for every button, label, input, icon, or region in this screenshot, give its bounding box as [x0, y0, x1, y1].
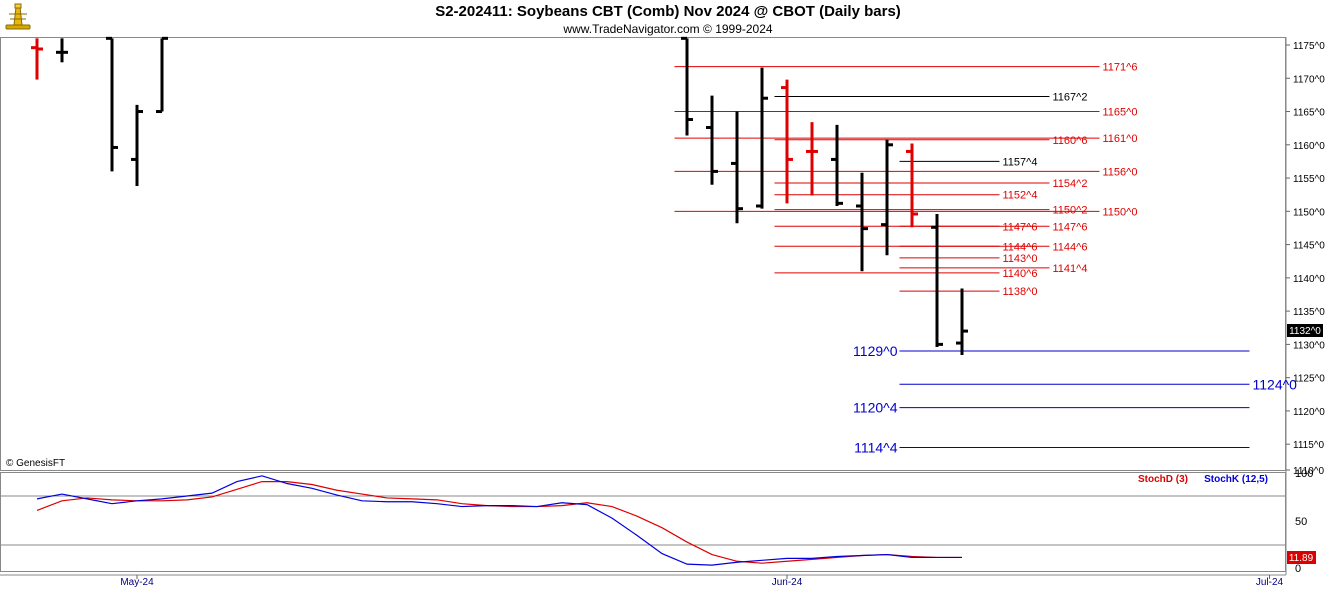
level-label: 1147^6 — [1053, 221, 1088, 233]
price-bar — [956, 288, 968, 356]
level-label: 1120^4 — [853, 400, 898, 416]
level-label: 1129^0 — [853, 343, 898, 359]
price-tick-label: 1170^0 — [1293, 74, 1325, 85]
price-tick-label: 1110^0 — [1293, 466, 1324, 477]
copyright-notice: © GenesisFT — [6, 458, 66, 469]
price-bar — [906, 143, 918, 228]
price-bar — [856, 172, 868, 272]
price-tick-label: 1150^0 — [1293, 207, 1325, 218]
price-axis: 1175^0 1170^0 1165^0 1160^0 1155^0 1150^0 1145… — [1286, 41, 1325, 477]
price-tick-label: 1145^0 — [1293, 241, 1325, 252]
price-bar — [56, 38, 68, 63]
level-label: 1144^6 — [1003, 241, 1038, 253]
price-panel[interactable] — [0, 37, 1286, 471]
chart-subtitle: www.TradeNavigator.com © 1999-2024 — [563, 22, 773, 36]
price-bar — [931, 213, 943, 348]
stochastic-axis: 100 50 0 — [1295, 468, 1313, 575]
price-tick-label: 1135^0 — [1293, 307, 1325, 318]
price-tick-label: 1165^0 — [1293, 108, 1325, 119]
last-price-label: 1132^0 — [1289, 326, 1321, 337]
price-bar — [781, 79, 793, 204]
time-tick-label: Jul-24 — [1256, 577, 1284, 588]
level-label: 1150^2 — [1053, 205, 1088, 217]
price-tick-label: 1115^0 — [1293, 440, 1324, 451]
level-label: 1124^0 — [1253, 376, 1298, 392]
level-label: 1152^4 — [1003, 190, 1038, 202]
trade-navigator-lighthouse-icon[interactable] — [3, 3, 33, 33]
price-tick-label: 1120^0 — [1293, 407, 1325, 418]
indicator-panel[interactable] — [0, 472, 1286, 572]
price-bar — [731, 111, 743, 224]
last-stoch-label: 11.89 — [1289, 553, 1314, 564]
price-bars — [31, 36, 968, 356]
last-price-badge: 1132^0 — [1287, 324, 1323, 337]
level-label: 1167^2 — [1053, 92, 1088, 104]
stoch-tick-label: 100 — [1295, 468, 1313, 480]
level-label: 1141^4 — [1053, 263, 1088, 275]
price-tick-label: 1155^0 — [1293, 174, 1325, 185]
price-bar — [681, 36, 693, 136]
time-axis: May-24 Jun-24 Jul-24 — [120, 575, 1284, 588]
level-label: 1114^4 — [854, 440, 898, 456]
level-lines: 1171^6 1167^2 1165^0 1160^6 1161^0 1157^4 1156… — [674, 62, 1298, 456]
price-tick-label: 1130^0 — [1293, 340, 1325, 351]
level-label: 1144^6 — [1053, 241, 1088, 253]
price-tick-label: 1140^0 — [1293, 274, 1325, 285]
price-bar — [156, 36, 168, 114]
time-tick-label: May-24 — [120, 577, 154, 588]
level-label: 1143^0 — [1003, 253, 1038, 265]
price-bar — [806, 122, 818, 196]
price-tick-label: 1175^0 — [1293, 41, 1325, 52]
time-tick-label: Jun-24 — [772, 577, 803, 588]
last-stoch-badge: 11.89 — [1287, 551, 1316, 564]
stochastic-lines — [36, 475, 962, 566]
level-label: 1160^6 — [1053, 135, 1088, 147]
price-bar — [756, 67, 768, 209]
price-tick-label: 1160^0 — [1293, 141, 1325, 152]
price-bar — [31, 38, 43, 80]
stochastic-line — [36, 481, 962, 564]
level-label: 1161^0 — [1103, 133, 1138, 145]
stochastic-line — [36, 475, 962, 566]
level-label: 1147^6 — [1003, 221, 1038, 233]
level-label: 1154^2 — [1053, 178, 1088, 190]
level-label: 1156^0 — [1103, 166, 1138, 178]
stoch-tick-label: 0 — [1295, 563, 1301, 575]
price-bar — [106, 36, 118, 172]
price-bar — [131, 104, 143, 187]
level-label: 1165^0 — [1103, 107, 1138, 119]
stochk-legend: StochK (12,5) — [1204, 474, 1268, 485]
price-bar — [831, 124, 843, 207]
stoch-tick-label: 50 — [1295, 516, 1307, 528]
level-label: 1150^0 — [1103, 206, 1138, 218]
level-label: 1138^0 — [1003, 286, 1038, 298]
level-label: 1140^6 — [1003, 268, 1038, 280]
stochd-legend: StochD (3) — [1138, 474, 1188, 485]
price-tick-label: 1125^0 — [1293, 374, 1325, 385]
level-label: 1171^6 — [1103, 62, 1138, 74]
price-bar — [706, 95, 718, 185]
level-label: 1157^4 — [1003, 156, 1038, 168]
price-bar — [881, 139, 893, 256]
chart-title: S2-202411: Soybeans CBT (Comb) Nov 2024 … — [435, 3, 901, 20]
